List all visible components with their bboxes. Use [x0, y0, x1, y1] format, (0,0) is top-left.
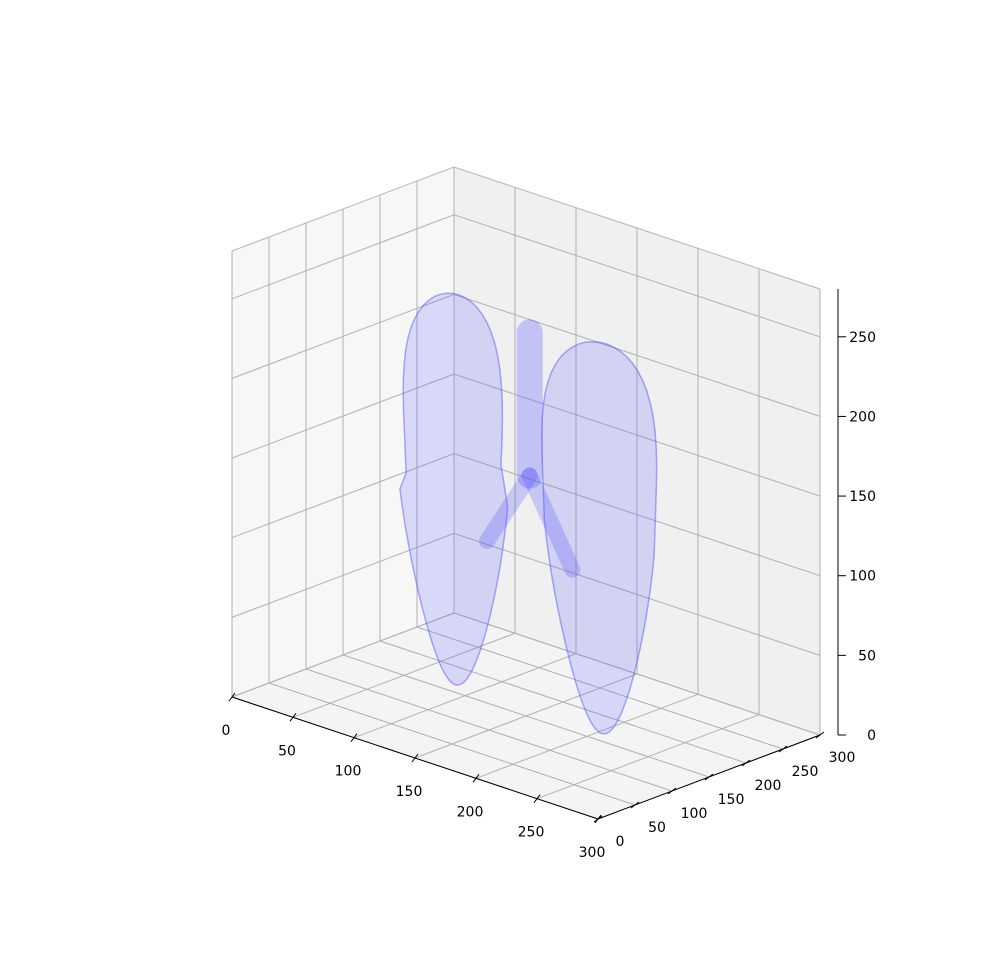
- axes-gridlines: [231, 166, 821, 820]
- left-bronchus: [521, 467, 581, 578]
- y-tick-mark: [593, 815, 603, 823]
- y-tick-label: 150: [718, 792, 745, 808]
- x-tick-mark: [350, 733, 358, 742]
- y-tick-mark: [778, 745, 788, 753]
- y-tick-mark: [704, 773, 714, 781]
- z-tick-label: 200: [849, 409, 876, 425]
- y-tick-mark: [815, 731, 825, 739]
- z-tick-label: 150: [849, 489, 876, 505]
- x-tick-mark: [228, 692, 236, 702]
- trachea-bronchi: [479, 319, 581, 578]
- left-lung: [540, 340, 658, 735]
- x-tick-label: 100: [335, 764, 362, 780]
- axes-ticks: 0 50 100 150 200 250 300 0 50 100 150 200 250 300 0 50 1…: [222, 330, 876, 861]
- y-tick-label: 200: [755, 778, 782, 794]
- right-lung-outline: [399, 292, 509, 686]
- left-lung-outline: [540, 340, 658, 735]
- y-tick-label: 300: [829, 750, 856, 766]
- x-tick-label: 250: [518, 825, 545, 841]
- z-tick-label: 250: [849, 330, 876, 346]
- x-tick-label: 200: [457, 804, 484, 820]
- y-tick-mark: [630, 801, 640, 809]
- right-lung: [399, 292, 509, 686]
- right-bronchus: [479, 467, 538, 550]
- y-tick-label: 100: [681, 806, 708, 822]
- y-tick-mark: [667, 787, 677, 795]
- x-tick-label: 0: [222, 723, 231, 739]
- x-tick-label: 300: [579, 845, 606, 861]
- lung-surface: [399, 292, 658, 735]
- z-tick-label: 50: [858, 648, 876, 664]
- y-tick-label: 50: [648, 820, 666, 836]
- x-tick-mark: [411, 753, 419, 763]
- x-tick-mark: [472, 774, 480, 783]
- y-tick-mark: [741, 759, 751, 767]
- z-tick-label: 100: [849, 569, 876, 585]
- x-tick-label: 150: [396, 784, 423, 800]
- y-tick-label: 0: [616, 834, 625, 850]
- z-tick-label: 0: [867, 728, 876, 744]
- x-tick-mark: [289, 713, 297, 722]
- y-tick-label: 250: [792, 764, 819, 780]
- x-tick-label: 50: [278, 743, 296, 759]
- x-tick-mark: [533, 794, 541, 803]
